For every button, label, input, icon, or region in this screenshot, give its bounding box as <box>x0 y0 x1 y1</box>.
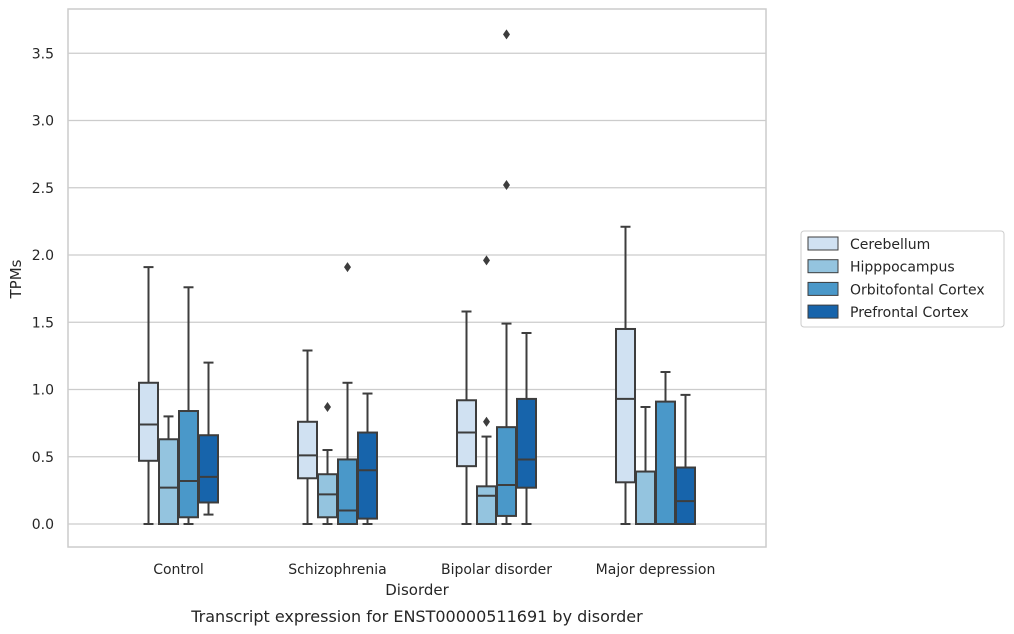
x-tick-label: Bipolar disorder <box>441 562 552 578</box>
box-iqr <box>615 327 636 484</box>
legend-label: Cerebellum <box>850 237 930 253</box>
box-prefrontal-cortex-major-depression <box>675 393 696 526</box>
box-iqr <box>655 400 676 526</box>
box-prefrontal-cortex-bipolar-disorder <box>516 332 537 525</box>
y-tick-label: 3.5 <box>32 46 54 62</box>
box-iqr <box>178 410 199 519</box>
legend-frame <box>800 230 1005 328</box>
box-iqr <box>496 426 517 517</box>
box-iqr <box>158 438 179 526</box>
y-tick-label: 0.0 <box>32 517 54 533</box>
box-iqr <box>635 470 656 526</box>
box-hipppocampus-schizophrenia <box>317 401 338 525</box>
x-tick-label: Control <box>153 562 204 578</box>
box-cerebellum-control <box>138 266 159 525</box>
box-prefrontal-cortex-schizophrenia <box>357 392 378 525</box>
box-orbitofontal-cortex-bipolar-disorder <box>496 29 517 525</box>
box-hipppocampus-major-depression <box>635 405 656 526</box>
y-tick-label: 1.5 <box>32 315 54 331</box>
box-iqr <box>198 434 219 504</box>
legend-label: Orbitofontal Cortex <box>850 282 985 298</box>
box-cerebellum-major-depression <box>615 225 636 525</box>
box-layer <box>138 29 696 526</box>
box-iqr <box>138 381 159 462</box>
legend: Cerebellum Hipppocampus Orbitofontal Corte… <box>800 230 1005 328</box>
box-iqr <box>357 431 378 520</box>
box-iqr <box>476 485 497 525</box>
x-tick-labels: Control Schizophrenia Bipolar disorder Majo… <box>153 562 715 578</box>
x-axis-label: Disorder <box>385 581 449 599</box>
y-tick-label: 3.0 <box>32 114 54 130</box>
plot-area-frame <box>67 8 767 548</box>
outlier-point <box>324 401 331 412</box>
box-orbitofontal-cortex-schizophrenia <box>337 262 358 525</box>
y-tick-label: 2.5 <box>32 181 54 197</box>
chart-caption: Transcript expression for ENST0000051169… <box>190 607 643 626</box>
legend-swatch <box>807 304 839 319</box>
legend-label: Prefrontal Cortex <box>850 305 969 321</box>
y-tick-label: 1.0 <box>32 383 54 399</box>
y-axis-label: TPMs <box>7 259 25 299</box>
outlier-point <box>483 416 490 427</box>
box-iqr <box>516 397 537 489</box>
box-iqr <box>675 466 696 526</box>
box-iqr <box>317 473 338 519</box>
box-prefrontal-cortex-control <box>198 361 219 516</box>
box-iqr <box>337 458 358 525</box>
x-tick-label: Schizophrenia <box>288 562 386 578</box>
box-orbitofontal-cortex-major-depression <box>655 371 676 526</box>
legend-label: Hipppocampus <box>850 260 955 276</box>
box-cerebellum-bipolar-disorder <box>456 310 477 525</box>
outlier-point <box>483 255 490 266</box>
y-tick-label: 0.5 <box>32 450 54 466</box>
legend-swatch <box>807 236 839 251</box>
box-iqr <box>297 420 318 480</box>
y-tick-label: 2.0 <box>32 248 54 264</box>
outlier-point <box>503 180 510 191</box>
legend-swatch <box>807 259 839 274</box>
legend-swatch <box>807 281 839 296</box>
outlier-point <box>344 262 351 273</box>
box-cerebellum-schizophrenia <box>297 349 318 525</box>
outlier-point <box>503 29 510 40</box>
box-hipppocampus-control <box>158 415 179 526</box>
y-tick-labels: 0.0 0.5 1.0 1.5 2.0 2.5 3.0 3.5 <box>32 46 54 533</box>
x-tick-label: Major depression <box>596 562 716 578</box>
